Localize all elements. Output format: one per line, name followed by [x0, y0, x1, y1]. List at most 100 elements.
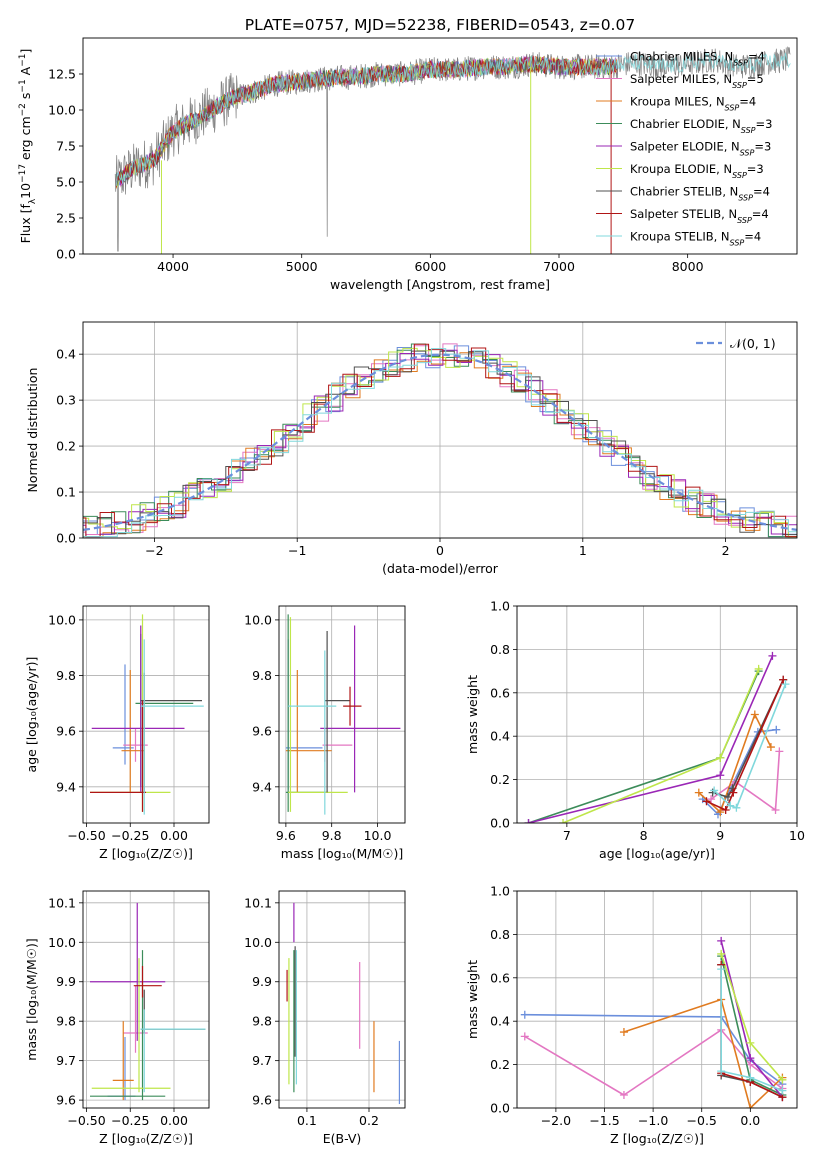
legend-label-sub: SSP — [732, 171, 747, 180]
x-tick-label: 0.00 — [160, 1113, 188, 1128]
weight-series-marker — [559, 819, 568, 823]
weight-series-line — [623, 998, 783, 1108]
y-axis-label: mass weight — [465, 960, 480, 1039]
y-tick-label: 9.6 — [252, 1093, 272, 1108]
weight-series-line — [706, 679, 784, 812]
x-tick-label: −1.5 — [589, 1113, 619, 1128]
weight-series-marker — [772, 725, 781, 734]
x-tick-label: 0.00 — [160, 828, 188, 843]
x-tick-label: 7000 — [543, 259, 575, 274]
weight-series-marker — [717, 949, 726, 958]
normal-reference-curve — [83, 353, 797, 531]
weight-series-line — [720, 969, 783, 1092]
mass-vs-ebv-panel: 0.1 0.2 9.6 9.7 9.8 9.9 10.0 10.1 E(B-V) — [244, 890, 406, 1146]
y-tick-label: 0.2 — [56, 439, 76, 454]
y-tick-label: 9.9 — [252, 974, 272, 989]
weight-series-marker — [717, 936, 726, 945]
x-tick-label: 2 — [722, 543, 730, 558]
x-tick-label: 9.6 — [276, 828, 296, 843]
y-tick-label: 1.0 — [490, 599, 510, 614]
x-tick-label: 0.1 — [297, 1113, 317, 1128]
y-tick-label: 12.5 — [48, 67, 76, 82]
legend-label: Kroupa STELIB, NSSP=4 — [630, 230, 761, 248]
x-axis-label: Z [log₁₀(Z/Z☉)] — [99, 1131, 193, 1146]
y-tick-label: 0.0 — [56, 247, 76, 262]
y-tick-label: 9.8 — [56, 1014, 76, 1029]
weight-series-marker — [746, 1104, 755, 1108]
legend-label-sub: SSP — [730, 238, 745, 247]
age-vs-z-panel: −0.50 −0.25 0.00 9.4 9.6 9.8 10.0 Z [log₁₀(Z/Z☉… — [24, 605, 210, 861]
y-axis-label-part: ] — [18, 49, 33, 54]
x-axis-label: (data-model)/error — [382, 561, 499, 576]
x-axis-label: age [log₁₀(age/yr)] — [599, 846, 715, 861]
x-axis-label: Z [log₁₀(Z/Z☉)] — [610, 1131, 704, 1146]
x-tick-label: 9.8 — [322, 828, 342, 843]
mass-vs-z-panel: −0.50 −0.25 0.00 9.6 9.7 9.8 9.9 10.0 10.1 Z [log… — [24, 890, 210, 1146]
y-axis-label-part: 10 — [18, 183, 33, 199]
x-tick-label: −0.50 — [67, 828, 105, 843]
weight-series-marker — [766, 743, 775, 752]
x-tick-label: −0.25 — [111, 1113, 149, 1128]
x-axis-label: E(B-V) — [323, 1131, 362, 1146]
y-tick-label: 9.4 — [56, 779, 76, 794]
y-tick-label: 0.0 — [490, 1101, 510, 1116]
plot-area — [524, 651, 790, 823]
weight-series-marker — [524, 819, 533, 823]
y-tick-label: 0.1 — [56, 485, 76, 500]
y-tick-label: 10.0 — [48, 935, 76, 950]
x-tick-label: 9 — [716, 828, 724, 843]
x-tick-label: 8000 — [672, 259, 704, 274]
x-axis-label: mass [log₁₀(M/M☉)] — [281, 846, 403, 861]
legend-label-tail: =4 — [748, 50, 765, 64]
y-tick-label: 7.5 — [56, 139, 76, 154]
y-tick-label: 0.2 — [490, 1057, 510, 1072]
plot-area — [90, 614, 204, 815]
x-tick-label: 4000 — [157, 259, 189, 274]
y-tick-label: 9.6 — [252, 724, 272, 739]
weight-series-marker — [520, 1010, 529, 1019]
plot-area — [520, 936, 787, 1108]
legend-label-tail: =3 — [754, 140, 771, 154]
x-tick-label: 0.0 — [740, 1113, 760, 1128]
spectrum-panel: 4000 5000 6000 7000 8000 0.0 2.5 5.0 7.5 10.0 12.5… — [18, 37, 798, 292]
x-tick-label: −0.5 — [687, 1113, 717, 1128]
legend-label-tail: =5 — [747, 72, 764, 86]
legend-label: 𝒩(0, 1) — [730, 336, 776, 351]
y-tick-label: 1.0 — [490, 884, 510, 899]
legend-label-text: Salpeter ELODIE, N — [630, 140, 740, 154]
legend-label-sub: SSP — [740, 148, 755, 157]
y-tick-label: 0.0 — [56, 531, 76, 546]
weight-vs-z-panel: −2.0 −1.5 −1.0 −0.5 0.0 0.0 0.2 0.4 0.6 0.8 1.0 Z [… — [465, 884, 798, 1146]
axes-frame — [516, 890, 798, 1109]
x-tick-label: −1.0 — [638, 1113, 668, 1128]
y-tick-label: 0.6 — [490, 970, 510, 985]
histogram-series — [83, 345, 797, 538]
plot-area — [285, 614, 401, 815]
legend-label-sub: SSP — [738, 193, 753, 202]
legend-label-tail: =4 — [744, 230, 761, 244]
y-tick-label: 5.0 — [56, 175, 76, 190]
weight-series-line — [710, 751, 781, 812]
y-tick-label: 9.7 — [56, 1053, 76, 1068]
weight-series-marker — [726, 801, 735, 810]
legend-label-sub: SSP — [741, 126, 756, 135]
y-tick-label: 0.8 — [490, 642, 510, 657]
legend-label-sub: SSP — [732, 81, 747, 90]
y-tick-label: 10.0 — [48, 103, 76, 118]
y-tick-label: 10.1 — [244, 895, 272, 910]
x-axis-label: Z [log₁₀(Z/Z☉)] — [99, 846, 193, 861]
weight-series-marker — [729, 788, 738, 797]
legend-label-sub: SSP — [737, 216, 752, 225]
legend-label-text: Salpeter MILES, N — [630, 72, 732, 86]
y-tick-label: 9.8 — [252, 1014, 272, 1029]
y-axis-label-part: Flux [f — [18, 204, 33, 244]
weight-series-marker — [717, 1067, 726, 1076]
legend-label-text: Chabrier STELIB, N — [630, 185, 738, 199]
axes-frame — [82, 605, 210, 824]
legend-label-text: Kroupa MILES, N — [630, 95, 725, 109]
weight-series-marker — [694, 788, 703, 797]
y-axis-label-part: A — [18, 66, 33, 79]
plot-area — [114, 46, 791, 254]
spectrum-model-line — [116, 55, 617, 188]
